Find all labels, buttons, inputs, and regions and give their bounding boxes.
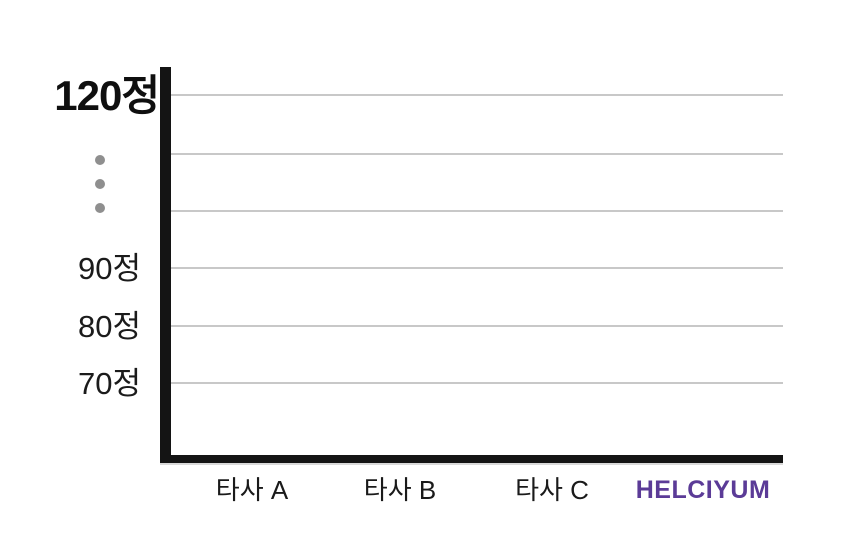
- gridline-120: [171, 94, 783, 96]
- brand-logo-wordmark: HELCIYUM: [635, 476, 771, 504]
- gridline-100-unlabeled: [171, 210, 783, 212]
- gridline-110-unlabeled: [171, 153, 783, 155]
- axis-break-dot: [95, 155, 105, 165]
- gridline-90: [171, 267, 783, 269]
- y-axis-line: [160, 67, 171, 463]
- x-category-label-competitor-a: 타사 A: [215, 475, 289, 505]
- gridline-80: [171, 325, 783, 327]
- axis-break-dot: [95, 179, 105, 189]
- y-tick-label-70: 70정: [77, 366, 141, 401]
- y-tick-label-120: 120정: [54, 72, 160, 119]
- y-tick-label-90: 90정: [77, 251, 141, 286]
- x-category-label-competitor-b: 타사 B: [363, 475, 437, 505]
- gridline-70: [171, 382, 783, 384]
- axis-break-dot: [95, 203, 105, 213]
- x-category-label-competitor-c: 타사 C: [515, 475, 589, 505]
- x-axis-line: [160, 455, 783, 463]
- y-tick-label-80: 80정: [77, 309, 141, 344]
